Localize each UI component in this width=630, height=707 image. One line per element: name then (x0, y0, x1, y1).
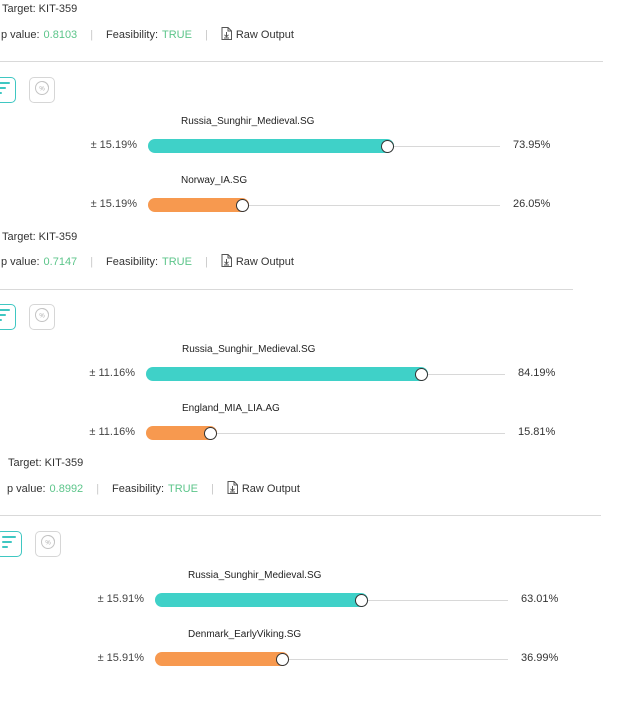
p-value-label: p value: (1, 256, 40, 268)
error-margin: ± 15.91% (97, 652, 144, 664)
slider-handle[interactable] (235, 198, 249, 212)
raw-output-label: Raw Output (241, 483, 300, 495)
feasibility-label: Feasibility: (106, 29, 159, 41)
percent-view-toggle[interactable]: % (29, 304, 55, 330)
separator: | (90, 256, 94, 268)
raw-output-label: Raw Output (235, 256, 294, 268)
proportion-bar (146, 367, 428, 381)
population-name: Russia_Sunghir_Medieval.SG (182, 344, 316, 355)
download-doc-icon (221, 254, 236, 270)
percent-circle-icon: % (40, 534, 56, 555)
population-name: England_MIA_LIA.AG (182, 403, 280, 414)
slider-handle[interactable] (203, 426, 217, 440)
error-margin: ± 15.91% (97, 593, 144, 605)
percent-view-toggle[interactable]: % (35, 531, 61, 557)
proportion-percent: 73.95% (513, 139, 551, 151)
download-doc-icon (227, 481, 242, 497)
separator: | (204, 256, 208, 268)
bar-list-icon (2, 535, 16, 553)
raw-output-button[interactable]: Raw Output (227, 481, 300, 497)
population-name: Russia_Sunghir_Medieval.SG (188, 570, 322, 581)
error-margin: ± 11.16% (89, 367, 135, 379)
bar-list-icon (0, 308, 10, 326)
slider-track[interactable] (146, 433, 505, 434)
separator: | (96, 483, 100, 495)
feasibility-value: TRUE (168, 483, 198, 495)
bar-list-icon (0, 81, 10, 99)
proportion-bar (155, 652, 290, 666)
proportion-percent: 26.05% (513, 198, 551, 210)
error-margin: ± 15.19% (90, 198, 137, 210)
result-card: Target: KIT-359 p value: 0.7147 | Feasib… (0, 228, 630, 456)
proportion-percent: 15.81% (518, 426, 556, 438)
proportion-bar (146, 426, 217, 440)
percent-circle-icon: % (34, 307, 50, 328)
divider (0, 289, 573, 290)
p-value-label: p value: (7, 483, 46, 495)
bar-view-toggle[interactable] (0, 531, 22, 557)
slider-handle[interactable] (355, 593, 369, 607)
raw-output-label: Raw Output (235, 29, 294, 41)
proportion-percent: 36.99% (521, 652, 559, 664)
divider (0, 515, 601, 516)
feasibility-label: Feasibility: (112, 483, 165, 495)
svg-text:%: % (45, 540, 51, 546)
download-doc-icon (221, 27, 236, 43)
feasibility-label: Feasibility: (106, 256, 159, 268)
bar-view-toggle[interactable] (0, 304, 16, 330)
svg-text:%: % (39, 86, 45, 92)
target-label: Target: KIT-359 (2, 231, 78, 243)
proportion-percent: 84.19% (518, 367, 556, 379)
raw-output-button[interactable]: Raw Output (221, 27, 294, 43)
raw-output-button[interactable]: Raw Output (221, 254, 294, 270)
proportion-percent: 63.01% (521, 593, 559, 605)
target-label: Target: KIT-359 (8, 457, 84, 469)
proportion-bar (148, 139, 394, 153)
slider-handle[interactable] (380, 139, 394, 153)
proportion-bar (155, 593, 369, 607)
separator: | (90, 29, 94, 41)
proportion-bar (148, 198, 249, 212)
result-card: Target: KIT-359 p value: 0.8992 | Feasib… (0, 454, 630, 682)
population-name: Denmark_EarlyViking.SG (188, 629, 302, 640)
divider (0, 61, 603, 62)
feasibility-value: TRUE (162, 29, 192, 41)
population-name: Russia_Sunghir_Medieval.SG (181, 116, 315, 127)
target-label: Target: KIT-359 (2, 3, 78, 15)
p-value-label: p value: (1, 29, 40, 41)
p-value: 0.8103 (43, 29, 78, 41)
error-margin: ± 11.16% (89, 426, 135, 438)
separator: | (204, 29, 208, 41)
svg-text:%: % (39, 313, 45, 319)
slider-handle[interactable] (276, 652, 290, 666)
slider-track[interactable] (148, 205, 500, 206)
feasibility-value: TRUE (162, 256, 192, 268)
p-value: 0.8992 (49, 483, 84, 495)
slider-track[interactable] (155, 659, 508, 660)
result-meta: p value: 0.7147 | Feasibility: TRUE | Ra… (1, 254, 294, 270)
result-meta: p value: 0.8992 | Feasibility: TRUE | Ra… (7, 481, 300, 497)
result-card: Target: KIT-359 p value: 0.8103 | Feasib… (0, 0, 630, 228)
percent-view-toggle[interactable]: % (29, 77, 55, 103)
population-name: Norway_IA.SG (181, 175, 248, 186)
slider-handle[interactable] (414, 367, 428, 381)
result-meta: p value: 0.8103 | Feasibility: TRUE | Ra… (1, 27, 294, 43)
separator: | (210, 483, 214, 495)
percent-circle-icon: % (34, 80, 50, 101)
p-value: 0.7147 (43, 256, 78, 268)
error-margin: ± 15.19% (90, 139, 137, 151)
bar-view-toggle[interactable] (0, 77, 16, 103)
